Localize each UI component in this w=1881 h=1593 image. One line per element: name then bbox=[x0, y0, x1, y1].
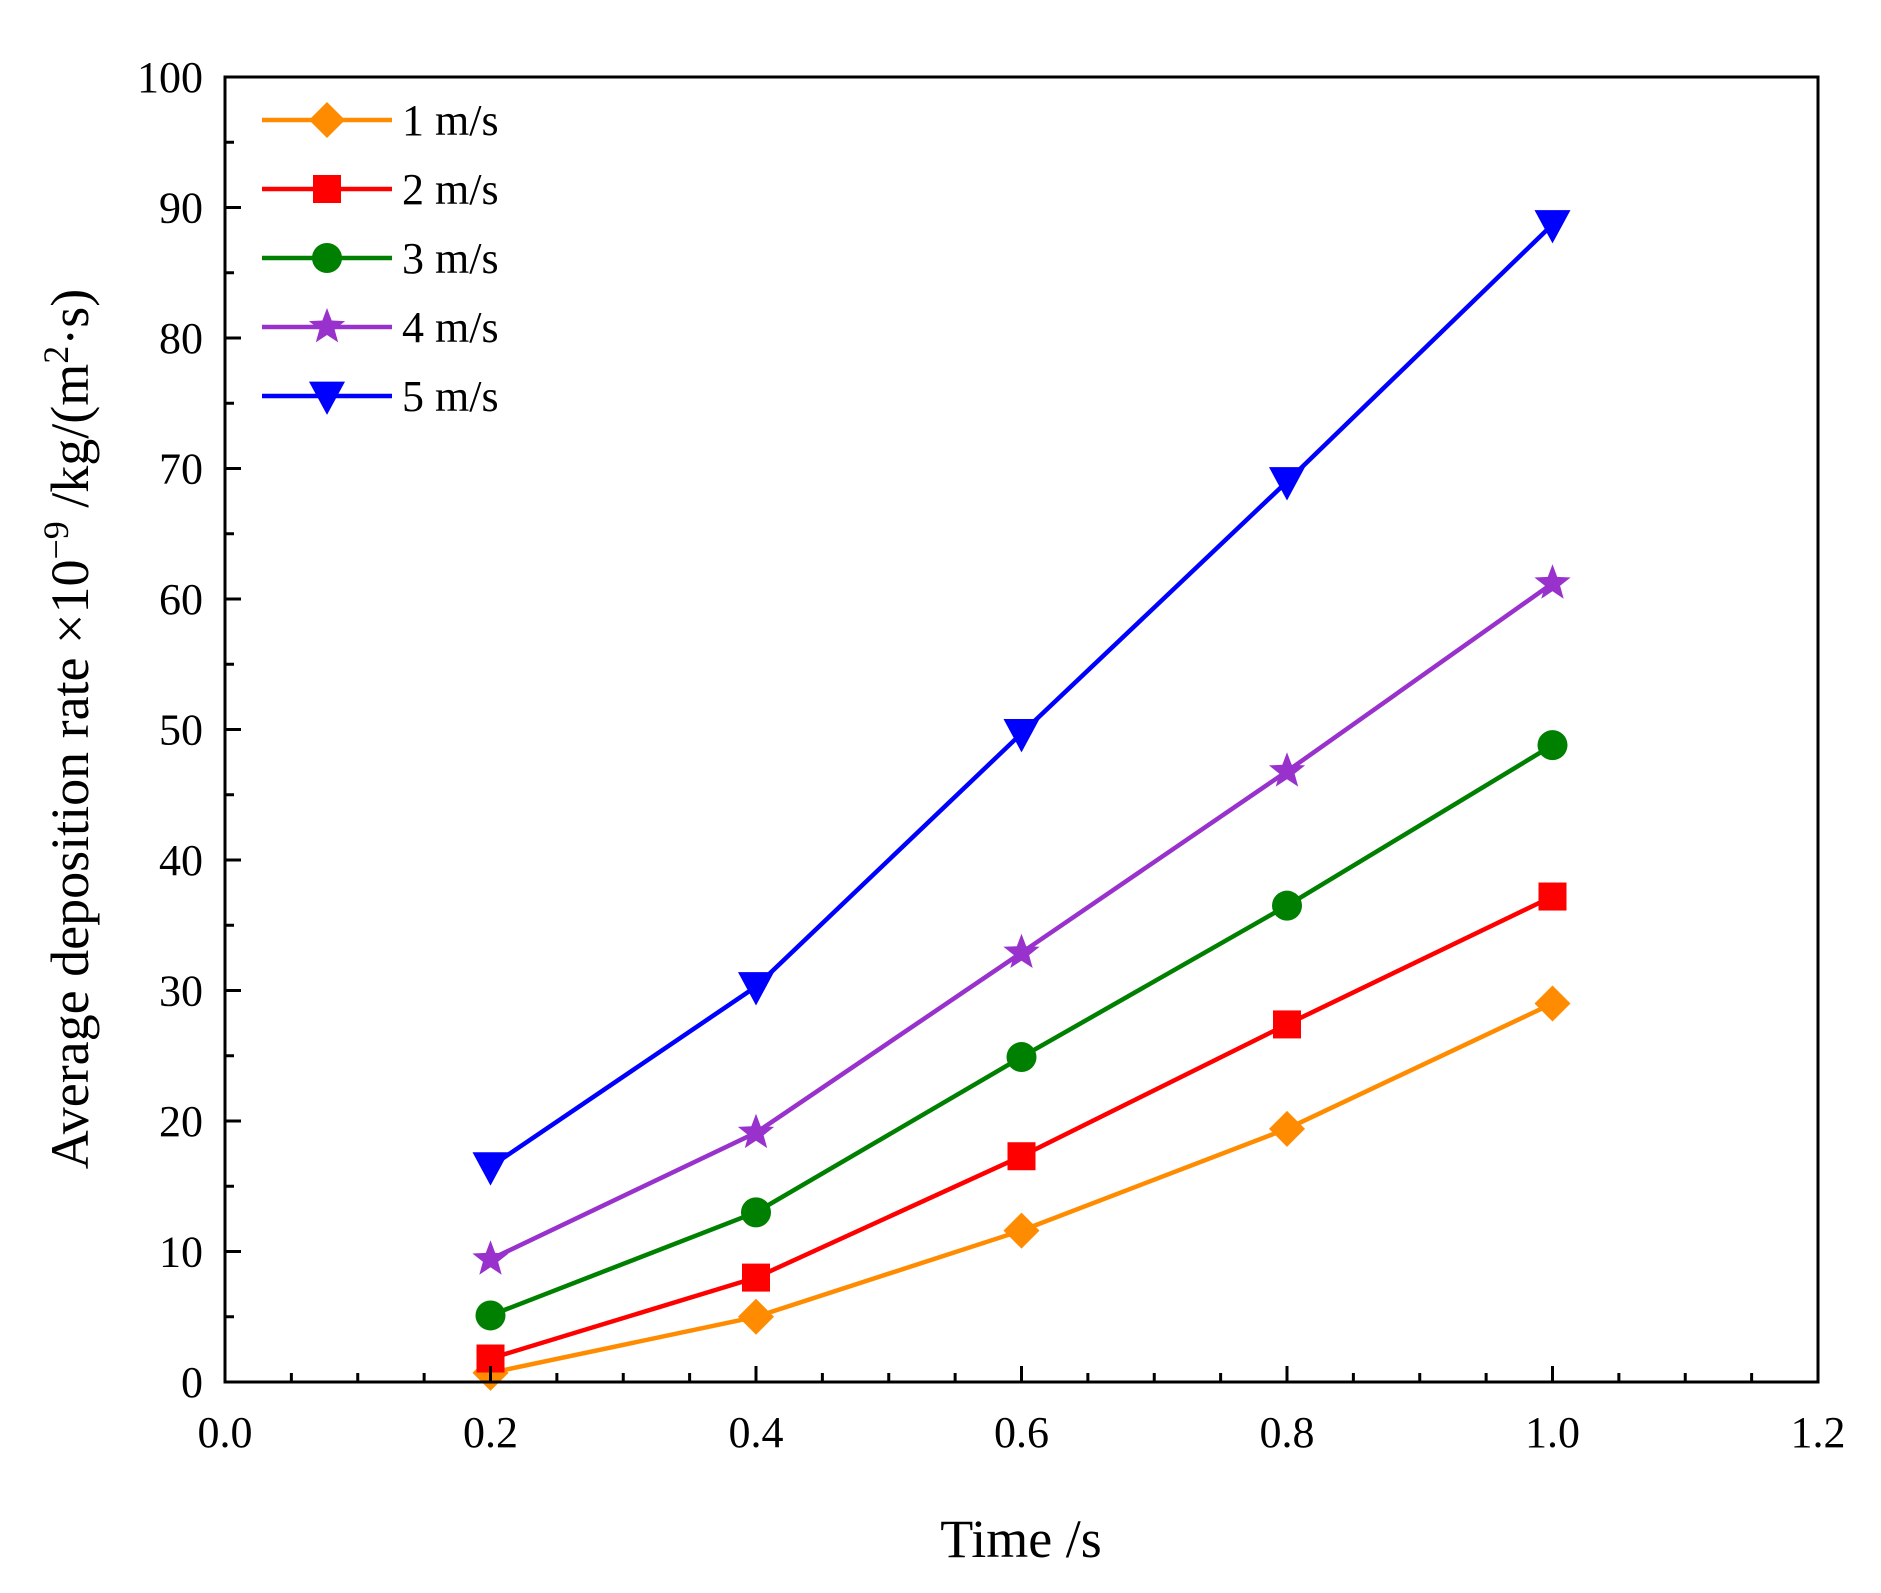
series-line bbox=[489, 894, 1554, 1361]
data-point bbox=[738, 972, 774, 1006]
legend-label: 3 m/s bbox=[402, 234, 499, 283]
series-3 bbox=[475, 730, 1568, 1331]
legend-item: 4 m/s bbox=[262, 303, 499, 352]
x-tick-label: 0.0 bbox=[198, 1408, 253, 1457]
x-tick-label: 1.2 bbox=[1791, 1408, 1846, 1457]
y-tick-label: 70 bbox=[159, 445, 203, 494]
legend-label: 4 m/s bbox=[402, 303, 499, 352]
x-tick-label: 0.4 bbox=[729, 1408, 784, 1457]
x-tick-label: 0.8 bbox=[1260, 1408, 1315, 1457]
y-tick-label: 100 bbox=[137, 53, 203, 102]
legend: 1 m/s 2 m/s 3 m/s 4 m/s 5 m/s bbox=[262, 96, 499, 421]
data-point bbox=[1268, 752, 1306, 787]
data-point bbox=[475, 1300, 506, 1331]
data-point bbox=[1269, 1110, 1305, 1147]
legend-item: 3 m/s bbox=[262, 234, 499, 283]
data-point bbox=[1006, 1042, 1037, 1073]
data-point bbox=[1537, 730, 1568, 761]
legend-item: 1 m/s bbox=[262, 96, 499, 145]
data-point bbox=[1272, 890, 1302, 921]
y-tick-label: 0 bbox=[181, 1358, 203, 1407]
y-tick-label: 40 bbox=[159, 836, 203, 885]
legend-marker bbox=[308, 308, 346, 343]
data-point bbox=[1003, 719, 1040, 753]
y-tick-label: 80 bbox=[159, 314, 203, 363]
data-point bbox=[1269, 467, 1305, 501]
y-tick-label: 50 bbox=[159, 706, 203, 755]
y-tick-label: 10 bbox=[159, 1228, 203, 1277]
data-point bbox=[1534, 210, 1571, 244]
data-point bbox=[1007, 1142, 1036, 1171]
legend-label: 2 m/s bbox=[402, 165, 499, 214]
y-tick-label: 60 bbox=[159, 575, 203, 624]
data-point bbox=[472, 1152, 509, 1186]
y-tick-label: 90 bbox=[159, 184, 203, 233]
legend-marker bbox=[309, 381, 345, 415]
data-point bbox=[1003, 933, 1040, 968]
legend-item: 2 m/s bbox=[262, 165, 499, 214]
data-point bbox=[738, 1298, 774, 1335]
y-tick-label: 30 bbox=[159, 967, 203, 1016]
data-point bbox=[1003, 1212, 1040, 1249]
data-point bbox=[1273, 1010, 1301, 1039]
data-point bbox=[472, 1240, 509, 1275]
legend-label: 1 m/s bbox=[402, 96, 499, 145]
data-point bbox=[1538, 882, 1567, 911]
legend-marker bbox=[309, 102, 345, 138]
data-point bbox=[1534, 985, 1571, 1022]
x-tick-label: 0.6 bbox=[994, 1408, 1049, 1457]
legend-label: 5 m/s bbox=[402, 372, 499, 421]
x-tick-label: 1.0 bbox=[1525, 1408, 1580, 1457]
series-2 bbox=[476, 882, 1567, 1373]
legend-item: 5 m/s bbox=[262, 372, 499, 421]
data-point bbox=[1534, 564, 1571, 599]
x-tick-label: 0.2 bbox=[463, 1408, 518, 1457]
x-axis-title: Time /s bbox=[940, 1509, 1102, 1569]
legend-marker bbox=[312, 243, 342, 273]
y-axis-title: Average deposition rate ×10−9 /kg/(m2·s) bbox=[36, 289, 100, 1170]
data-point bbox=[741, 1197, 771, 1228]
data-point bbox=[737, 1113, 775, 1149]
legend-marker bbox=[313, 175, 341, 203]
series-4 bbox=[472, 564, 1571, 1275]
data-point bbox=[742, 1263, 770, 1292]
y-tick-label: 20 bbox=[159, 1097, 203, 1146]
series-5 bbox=[472, 210, 1571, 1186]
